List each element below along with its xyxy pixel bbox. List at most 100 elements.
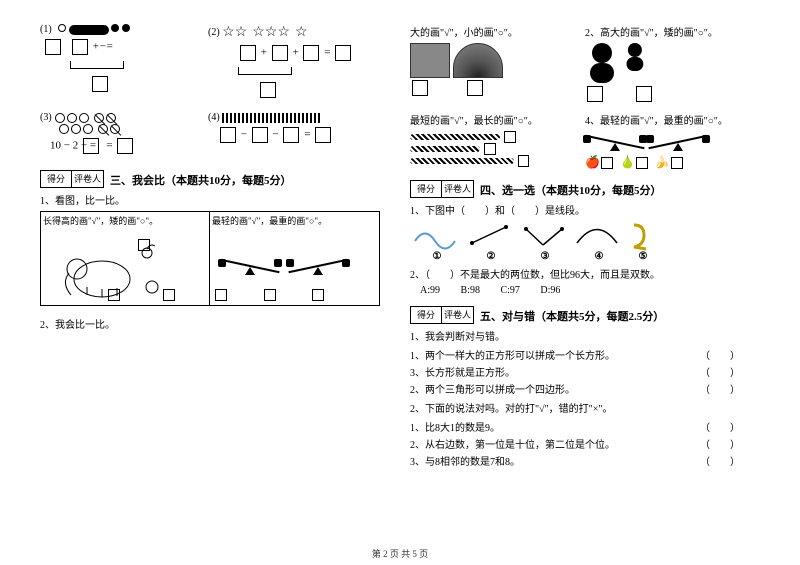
q2-label: (2) ☆☆ ☆☆☆ ☆ <box>208 24 376 41</box>
eq-row-2: (3) 10 − 2 − = = (4) <box>40 108 390 160</box>
circ1: ① <box>410 251 464 262</box>
eq1-ops: + − = <box>93 41 112 53</box>
eq-input-box[interactable] <box>220 127 236 143</box>
score-cell[interactable]: 得分 <box>410 306 442 324</box>
opt-a[interactable]: A:99 <box>420 285 440 296</box>
q5-2-text: 2、下面的说法对吗。对的打"√"，错的打"×"。 <box>410 400 760 415</box>
circ4: ④ <box>572 251 626 262</box>
fruit-row: 🍎 🍐 🍌 <box>585 155 760 170</box>
answer-box[interactable] <box>163 289 175 301</box>
tf-item: 3、与8相邻的数是7和8。 <box>410 453 520 468</box>
segment-4 <box>572 221 622 251</box>
section5-header: 得分 评卷人 五、对与错（本题共5分，每题2.5分） <box>410 306 760 324</box>
tf-item: 2、从右边数，第一位是十位，第二位是个位。 <box>410 436 615 451</box>
answer-box[interactable] <box>467 80 483 96</box>
r-row2: 最短的画"√"，最长的画"○"。 4、最轻的画"√"，最重的画"○"。 🍎 🍐 … <box>410 108 760 170</box>
tf-row: 3、与8相邻的数是7和8。 （ ） <box>410 453 760 468</box>
wave-icon <box>222 113 322 123</box>
eq-input-box[interactable] <box>272 45 288 61</box>
page-footer: 第 2 页 共 5 页 <box>0 547 800 560</box>
tf-row: 2、两个三角形可以拼成一个四边形。（ ） <box>410 381 760 396</box>
section4-header: 得分 评卷人 四、选一选（本题共10分，每题5分） <box>410 180 760 198</box>
tall-short-images <box>585 43 760 86</box>
line-segments-row: ① ② ③ ④ ⑤ <box>410 221 760 262</box>
eq2-line1: + + = <box>238 45 376 61</box>
fan-image <box>453 43 503 78</box>
tf-paren[interactable]: （ ） <box>700 419 740 434</box>
eq3-line: 10 − 2 − = = <box>50 138 208 154</box>
q1-label: (1) <box>40 24 208 35</box>
r2-right-text: 4、最轻的画"√"，最重的画"○"。 <box>585 112 760 127</box>
eq-input-box[interactable] <box>92 76 108 92</box>
r1-right-text: 2、高大的画"√"，矮的画"○"。 <box>585 24 760 39</box>
bear-icon <box>585 43 620 83</box>
grader-cell[interactable]: 评卷人 <box>442 180 474 198</box>
score-cell[interactable]: 得分 <box>40 170 72 188</box>
eq-input-box[interactable] <box>83 138 99 154</box>
answer-box[interactable] <box>108 289 120 301</box>
answer-box[interactable] <box>412 80 428 96</box>
eq-input-box[interactable] <box>117 138 133 154</box>
page: (1) + − = <box>0 0 800 540</box>
answer-box[interactable] <box>215 289 227 301</box>
r-row1: 大的画"√"，小的画"○"。 2、高大的画"√"，矮的画"○"。 <box>410 20 760 102</box>
eq-input-box[interactable] <box>260 82 276 98</box>
q3-2-text: 2、我会比一比。 <box>40 316 390 331</box>
eq-input-box[interactable] <box>72 39 88 55</box>
eq-input-box[interactable] <box>315 127 331 143</box>
q5-1-text: 1、我会判断对与错。 <box>410 328 760 343</box>
opt-c[interactable]: C:97 <box>500 285 519 296</box>
eq-input-box[interactable] <box>283 127 299 143</box>
answer-box[interactable] <box>484 143 496 155</box>
grader-cell[interactable]: 评卷人 <box>442 306 474 324</box>
eq-input-box[interactable] <box>335 45 351 61</box>
top-image <box>410 43 450 78</box>
opt-b[interactable]: B:98 <box>461 285 480 296</box>
eq4-line: − − = <box>218 127 376 143</box>
star-icon: ☆☆ <box>222 24 247 41</box>
tf-paren[interactable]: （ ） <box>700 364 740 379</box>
segment-1 <box>410 221 460 251</box>
answer-box[interactable] <box>671 157 683 169</box>
segment-5 <box>626 221 656 251</box>
score-cell[interactable]: 得分 <box>410 180 442 198</box>
tf-paren[interactable]: （ ） <box>700 347 740 362</box>
answer-box[interactable] <box>504 131 516 143</box>
eq-input-box[interactable] <box>303 45 319 61</box>
q1-num: (1) <box>40 24 52 35</box>
opt-d[interactable]: D:96 <box>540 285 560 296</box>
compare-left: 长得高的画"√"，矮的画"○"。 <box>41 212 210 305</box>
answer-box[interactable] <box>601 157 613 169</box>
tf-item: 3、长方形就是正方形。 <box>410 364 515 379</box>
r1-left-text: 大的画"√"，小的画"○"。 <box>410 24 585 39</box>
circ2: ② <box>464 251 518 262</box>
answer-box[interactable] <box>518 155 529 167</box>
right-column: 大的画"√"，小的画"○"。 2、高大的画"√"，矮的画"○"。 <box>400 20 770 535</box>
answer-box[interactable] <box>587 86 603 102</box>
answer-box[interactable] <box>264 289 276 301</box>
eq2-line2 <box>258 82 376 98</box>
bracket-row <box>70 61 208 72</box>
answer-box[interactable] <box>312 289 324 301</box>
compare-box: 长得高的画"√"，矮的画"○"。 <box>40 211 380 306</box>
bear-small-icon <box>623 43 648 71</box>
answer-box[interactable] <box>138 239 150 251</box>
compare-left-header: 长得高的画"√"，矮的画"○"。 <box>43 214 207 227</box>
eq-input-box[interactable] <box>45 39 61 55</box>
seesaw-icon <box>288 255 348 275</box>
compare-right: 最轻的画"√"，最重的画"○"。 <box>210 212 379 305</box>
answer-box[interactable] <box>636 86 652 102</box>
segment-3 <box>518 221 568 251</box>
section3-title: 三、我会比（本题共10分，每题5分） <box>110 172 292 188</box>
tf-paren[interactable]: （ ） <box>700 436 740 451</box>
answer-box[interactable] <box>636 157 648 169</box>
left-column: (1) + − = <box>30 20 400 535</box>
star-icon: ☆ <box>295 24 308 41</box>
tf-paren[interactable]: （ ） <box>700 381 740 396</box>
q4-1-text: 1、下图中（ ）和（ ）是线段。 <box>410 202 760 217</box>
tf-paren[interactable]: （ ） <box>700 453 740 468</box>
q2-num: (2) <box>208 27 220 38</box>
eq-input-box[interactable] <box>252 127 268 143</box>
grader-cell[interactable]: 评卷人 <box>72 170 104 188</box>
eq-input-box[interactable] <box>240 45 256 61</box>
